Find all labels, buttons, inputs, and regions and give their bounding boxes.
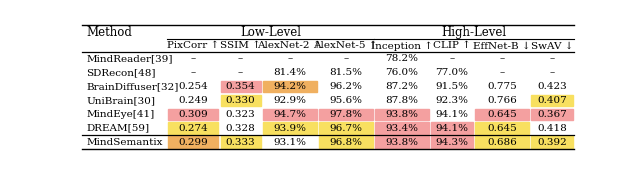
Text: 97.8%: 97.8%: [329, 110, 362, 119]
Bar: [221, 136, 260, 148]
Text: –: –: [238, 68, 243, 77]
Text: 87.8%: 87.8%: [385, 96, 418, 105]
Text: 0.645: 0.645: [487, 124, 517, 133]
Text: 0.407: 0.407: [538, 96, 567, 105]
Text: DREAM[59]: DREAM[59]: [86, 124, 149, 133]
Bar: [375, 136, 429, 148]
Text: 93.8%: 93.8%: [385, 110, 418, 119]
Text: MindEye[41]: MindEye[41]: [86, 110, 154, 119]
Text: BrainDiffuser[32]: BrainDiffuser[32]: [86, 82, 179, 91]
Bar: [375, 122, 429, 134]
Text: 77.0%: 77.0%: [435, 68, 468, 77]
Text: 81.4%: 81.4%: [273, 68, 307, 77]
Text: 0.309: 0.309: [179, 110, 208, 119]
Text: High-Level: High-Level: [442, 26, 507, 39]
Text: –: –: [287, 54, 292, 64]
Text: 92.9%: 92.9%: [273, 96, 307, 105]
Text: –: –: [191, 68, 196, 77]
Text: MindReader[39]: MindReader[39]: [86, 54, 173, 64]
Bar: [221, 81, 260, 93]
Text: 94.3%: 94.3%: [435, 138, 468, 147]
Text: –: –: [550, 54, 555, 64]
Text: 94.1%: 94.1%: [435, 110, 468, 119]
Text: SSIM ↑: SSIM ↑: [220, 41, 261, 50]
Text: 91.5%: 91.5%: [435, 82, 468, 91]
Bar: [476, 122, 529, 134]
Bar: [531, 109, 573, 120]
Text: CLIP ↑: CLIP ↑: [433, 41, 471, 50]
Text: Low-Level: Low-Level: [240, 26, 301, 39]
Text: 0.766: 0.766: [487, 96, 517, 105]
Text: 94.2%: 94.2%: [273, 82, 307, 91]
Text: 93.9%: 93.9%: [273, 124, 307, 133]
Text: AlexNet-5 ↑: AlexNet-5 ↑: [314, 41, 378, 50]
Text: MindSemantix: MindSemantix: [86, 138, 163, 147]
Text: 0.354: 0.354: [226, 82, 255, 91]
Text: 0.328: 0.328: [226, 124, 255, 133]
Text: –: –: [343, 54, 348, 64]
Text: 81.5%: 81.5%: [329, 68, 362, 77]
Text: –: –: [499, 68, 505, 77]
Text: 96.7%: 96.7%: [329, 124, 362, 133]
Bar: [476, 136, 529, 148]
Bar: [431, 122, 473, 134]
Text: 0.249: 0.249: [179, 96, 208, 105]
Bar: [319, 136, 372, 148]
Bar: [375, 109, 429, 120]
Bar: [221, 95, 260, 106]
Bar: [168, 122, 218, 134]
Text: 92.3%: 92.3%: [435, 96, 468, 105]
Text: 0.254: 0.254: [179, 82, 208, 91]
Text: 0.775: 0.775: [487, 82, 517, 91]
Text: 0.418: 0.418: [538, 124, 567, 133]
Text: 0.330: 0.330: [226, 96, 255, 105]
Text: 0.645: 0.645: [487, 110, 517, 119]
Text: 0.274: 0.274: [179, 124, 208, 133]
Text: 0.686: 0.686: [487, 138, 517, 147]
Text: 96.8%: 96.8%: [329, 138, 362, 147]
Bar: [476, 109, 529, 120]
Text: –: –: [191, 54, 196, 64]
Bar: [263, 109, 317, 120]
Text: 95.6%: 95.6%: [329, 96, 362, 105]
Bar: [263, 122, 317, 134]
Bar: [319, 122, 372, 134]
Text: 0.367: 0.367: [538, 110, 567, 119]
Text: AlexNet-2 ↑: AlexNet-2 ↑: [257, 41, 322, 50]
Text: 93.8%: 93.8%: [385, 138, 418, 147]
Text: SwAV ↓: SwAV ↓: [531, 41, 573, 50]
Bar: [431, 136, 473, 148]
Text: 0.323: 0.323: [226, 110, 255, 119]
Text: 78.2%: 78.2%: [385, 54, 418, 64]
Text: 96.2%: 96.2%: [329, 82, 362, 91]
Text: UniBrain[30]: UniBrain[30]: [86, 96, 155, 105]
Text: 0.299: 0.299: [179, 138, 208, 147]
Text: –: –: [449, 54, 454, 64]
Text: Method: Method: [86, 26, 132, 39]
Text: 93.1%: 93.1%: [273, 138, 307, 147]
Text: –: –: [550, 68, 555, 77]
Bar: [263, 81, 317, 93]
Text: PixCorr ↑: PixCorr ↑: [167, 41, 220, 50]
Bar: [168, 109, 218, 120]
Text: 0.392: 0.392: [538, 138, 567, 147]
Text: 94.7%: 94.7%: [273, 110, 307, 119]
Text: 76.0%: 76.0%: [385, 68, 418, 77]
Text: 93.4%: 93.4%: [385, 124, 418, 133]
Bar: [531, 136, 573, 148]
Bar: [319, 109, 372, 120]
Text: Inception ↑: Inception ↑: [371, 41, 433, 51]
Text: 0.333: 0.333: [226, 138, 255, 147]
Text: 87.2%: 87.2%: [385, 82, 418, 91]
Bar: [168, 136, 218, 148]
Text: EffNet-B ↓: EffNet-B ↓: [473, 41, 531, 50]
Text: –: –: [238, 54, 243, 64]
Text: 94.1%: 94.1%: [435, 124, 468, 133]
Text: SDRecon[48]: SDRecon[48]: [86, 68, 156, 77]
Text: –: –: [499, 54, 505, 64]
Bar: [531, 95, 573, 106]
Text: 0.423: 0.423: [538, 82, 567, 91]
